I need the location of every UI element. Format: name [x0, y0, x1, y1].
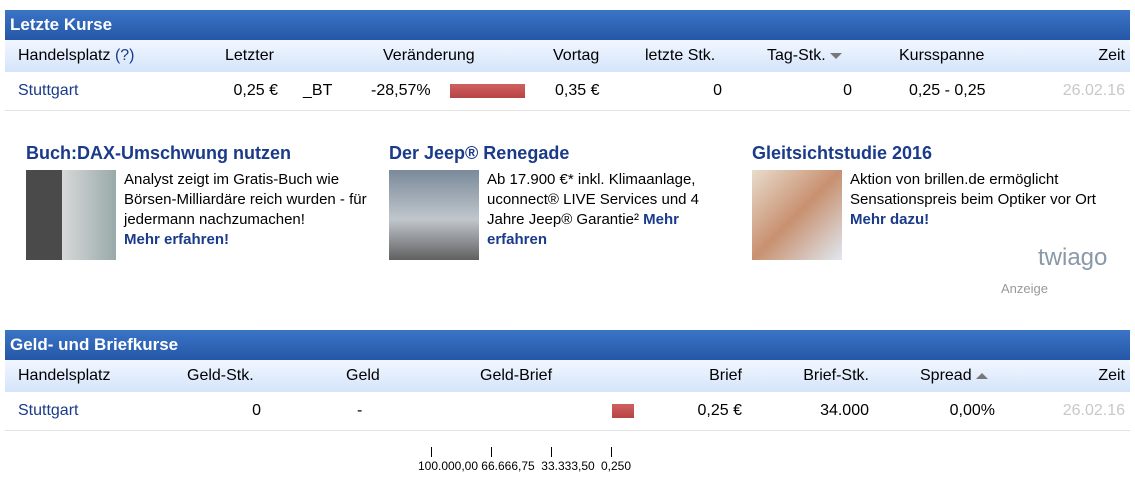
ad-title[interactable]: Buch:DAX-Umschwung nutzen	[26, 143, 291, 163]
ad-body: Analyst zeigt im Gratis-Buch wie Börsen-…	[124, 171, 367, 228]
section-header-letzte-kurse: Letzte Kurse	[5, 10, 1130, 40]
col-tag-stk[interactable]: Tag-Stk.	[767, 40, 842, 72]
sort-asc-icon	[975, 372, 988, 379]
col-label: Spread	[920, 367, 972, 384]
col-geld-stk[interactable]: Geld-Stk.	[187, 367, 254, 384]
axis-label: 0,250	[600, 459, 632, 473]
ad-link[interactable]: Mehr erfahren!	[124, 231, 230, 248]
prev-price: 0,35 €	[555, 82, 600, 99]
place-link[interactable]: Stuttgart	[18, 402, 79, 419]
ad-body: Aktion von brillen.de ermöglicht Sensati…	[850, 171, 1096, 208]
flag: _BT	[303, 82, 333, 99]
spread-bar	[612, 404, 634, 418]
col-vortag[interactable]: Vortag	[553, 47, 600, 64]
ask-qty: 34.000	[820, 402, 869, 419]
ad-1[interactable]: Buch:DAX-Umschwung nutzen Analyst zeigt …	[26, 143, 376, 260]
ad-title[interactable]: Gleitsichtstudie 2016	[752, 143, 933, 163]
change: -28,57%	[371, 82, 431, 99]
table-header: Handelsplatz Geld-Stk. Geld Geld-Brief B…	[5, 360, 1130, 392]
ad-image[interactable]	[389, 170, 479, 260]
col-handelsplatz[interactable]: Handelsplatz	[18, 367, 111, 384]
col-handelsplatz[interactable]: Handelsplatz	[18, 47, 111, 64]
ad-2[interactable]: Der Jeep® Renegade Ab 17.900 €* inkl. Kl…	[389, 143, 739, 260]
col-spread[interactable]: Spread	[920, 360, 988, 392]
col-brief-stk[interactable]: Brief-Stk.	[803, 367, 869, 384]
col-geld[interactable]: Geld	[346, 367, 380, 384]
ad-link[interactable]: Mehr dazu!	[850, 211, 930, 228]
table-row: Stuttgart 0 - 0,25 € 34.000 0,00% 26.02.…	[5, 392, 1130, 431]
col-zeit[interactable]: Zeit	[1098, 47, 1125, 64]
axis-tick	[611, 447, 612, 457]
col-geld-brief[interactable]: Geld-Brief	[480, 367, 553, 384]
ad-text: Ab 17.900 €* inkl. Klimaanlage, uconnect…	[487, 170, 737, 250]
change-bar	[450, 84, 525, 98]
ad-body: Ab 17.900 €* inkl. Klimaanlage, uconnect…	[487, 171, 700, 228]
place-link[interactable]: Stuttgart	[18, 82, 79, 99]
col-zeit[interactable]: Zeit	[1098, 367, 1125, 384]
day-qty: 0	[843, 82, 852, 99]
col-letzter[interactable]: Letzter	[225, 47, 274, 64]
ask: 0,25 €	[697, 402, 742, 419]
ad-text: Analyst zeigt im Gratis-Buch wie Börsen-…	[124, 170, 374, 250]
table-row: Stuttgart 0,25 € _BT -28,57% 0,35 € 0 0 …	[5, 72, 1130, 111]
bid: -	[357, 402, 363, 419]
ad-image[interactable]	[752, 170, 842, 260]
axis-tick	[431, 447, 432, 457]
range: 0,25 - 0,25	[909, 82, 986, 99]
last-qty: 0	[713, 82, 722, 99]
col-letzte-stk[interactable]: letzte Stk.	[645, 47, 716, 64]
bid-qty: 0	[252, 402, 261, 419]
ad-3[interactable]: Gleitsichtstudie 2016 Aktion von brillen…	[752, 143, 1102, 260]
section-header-geld-brief: Geld- und Briefkurse	[5, 330, 1130, 360]
col-kursspanne[interactable]: Kursspanne	[899, 47, 985, 64]
col-veraenderung[interactable]: Veränderung	[383, 47, 475, 64]
col-label: Tag-Stk.	[767, 47, 826, 64]
last-price: 0,25 €	[233, 82, 278, 99]
time: 26.02.16	[1062, 82, 1125, 99]
ad-title[interactable]: Der Jeep® Renegade	[389, 143, 570, 163]
axis-tick	[551, 447, 552, 457]
help-link[interactable]: (?)	[114, 47, 135, 64]
ad-link[interactable]: Mehr erfahren	[487, 211, 679, 248]
table-header: Handelsplatz (?) Letzter Veränderung Vor…	[5, 40, 1130, 72]
axis-tick	[491, 447, 492, 457]
axis-label: 100.000,00	[417, 459, 479, 473]
spread: 0,00%	[949, 402, 995, 419]
axis-label: 66.666,75	[481, 459, 535, 473]
ad-text: Aktion von brillen.de ermöglicht Sensati…	[850, 170, 1100, 230]
time: 26.02.16	[1062, 402, 1125, 419]
ad-label: Anzeige	[1001, 281, 1048, 296]
twiago-logo[interactable]: twiago	[1038, 244, 1108, 271]
axis-label: 33.333,50	[541, 459, 595, 473]
col-brief[interactable]: Brief	[709, 367, 742, 384]
ad-image[interactable]	[26, 170, 116, 260]
sort-desc-icon	[829, 52, 842, 59]
